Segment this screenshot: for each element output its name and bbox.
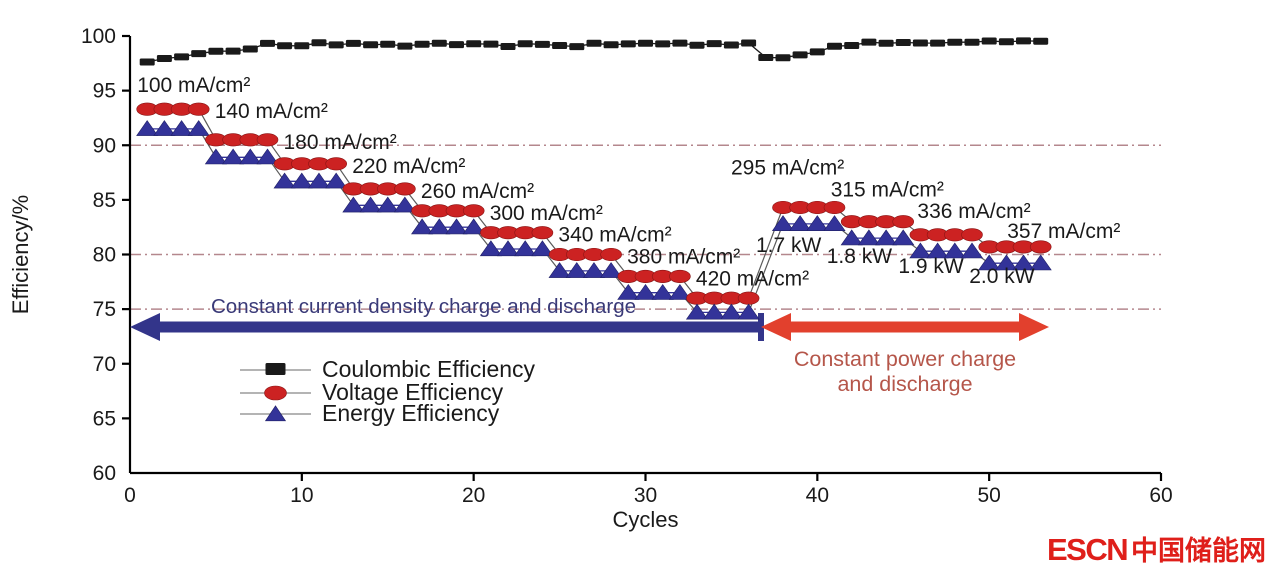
svg-text:60: 60 [1149,484,1172,507]
svg-text:75: 75 [93,298,116,321]
svg-text:50: 50 [977,484,1000,507]
svg-text:Efficiency/%: Efficiency/% [8,195,33,314]
svg-text:Energy Efficiency: Energy Efficiency [322,400,500,426]
svg-text:100 mA/cm²: 100 mA/cm² [137,74,250,97]
svg-text:30: 30 [634,484,657,507]
svg-text:85: 85 [93,189,116,212]
svg-text:and discharge: and discharge [837,372,972,396]
svg-text:40: 40 [806,484,829,507]
svg-text:140 mA/cm²: 140 mA/cm² [215,100,328,123]
svg-text:70: 70 [93,353,116,376]
svg-text:315 mA/cm²: 315 mA/cm² [831,179,944,202]
svg-text:65: 65 [93,407,116,430]
svg-text:180 mA/cm²: 180 mA/cm² [284,131,397,154]
svg-text:295 mA/cm²: 295 mA/cm² [731,157,844,180]
svg-text:1.7 kW: 1.7 kW [756,234,822,257]
svg-text:340 mA/cm²: 340 mA/cm² [558,224,671,247]
svg-text:2.0 kW: 2.0 kW [969,265,1035,288]
svg-text:0: 0 [124,484,136,507]
svg-text:95: 95 [93,80,116,103]
svg-text:Constant power charge: Constant power charge [794,347,1016,371]
svg-text:80: 80 [93,244,116,267]
svg-text:20: 20 [462,484,485,507]
svg-text:380 mA/cm²: 380 mA/cm² [627,246,740,269]
svg-text:中国储能网: 中国储能网 [1131,535,1266,566]
svg-text:100: 100 [81,25,116,48]
svg-text:Cycles: Cycles [612,507,678,532]
svg-text:260 mA/cm²: 260 mA/cm² [421,180,534,203]
svg-text:357 mA/cm²: 357 mA/cm² [1007,220,1120,243]
svg-text:90: 90 [93,134,116,157]
svg-text:300 mA/cm²: 300 mA/cm² [490,202,603,225]
svg-text:ESCN: ESCN [1047,532,1127,567]
svg-text:1.9 kW: 1.9 kW [898,255,964,278]
svg-text:60: 60 [93,462,116,485]
svg-text:10: 10 [290,484,313,507]
svg-text:220 mA/cm²: 220 mA/cm² [352,155,465,178]
svg-text:Constant current density charg: Constant current density charge and disc… [211,295,636,318]
svg-text:420 mA/cm²: 420 mA/cm² [696,267,809,290]
svg-text:1.8 kW: 1.8 kW [827,245,893,268]
